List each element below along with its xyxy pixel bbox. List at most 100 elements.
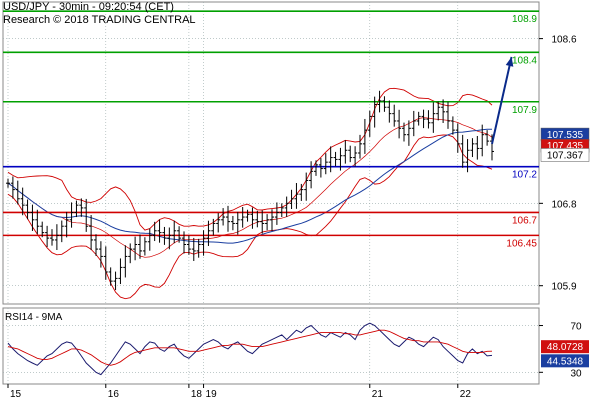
price-bar <box>475 135 480 160</box>
price-bar <box>35 209 40 235</box>
rsi-value-tag-box <box>541 340 589 354</box>
key-levels: 108.9 108.4 107.9 107.2 106.7 106.45 <box>3 10 539 249</box>
rsi-value-tag-label: 48.0728 <box>547 342 584 353</box>
rsi-panel-border <box>2 307 540 385</box>
price-panel-border <box>2 1 540 305</box>
price-bar <box>431 102 436 133</box>
price-bar <box>15 180 20 205</box>
price-bar <box>226 205 230 232</box>
price-bar <box>20 187 25 216</box>
price-tick-label: 108.6 <box>551 35 576 46</box>
price-bar <box>230 215 235 231</box>
price-bar <box>40 221 45 238</box>
rsi-series-9ma <box>7 329 493 366</box>
price-bar <box>113 271 118 291</box>
rsi-grid <box>3 308 539 384</box>
rsi-axis: 70 30 <box>539 322 582 379</box>
price-bar <box>245 209 250 222</box>
time-tick-label: 19 <box>206 389 218 400</box>
rsi-lines <box>7 322 493 376</box>
price-bar <box>402 122 406 142</box>
price-bar <box>167 227 172 250</box>
price-bar <box>94 234 98 256</box>
price-bar <box>304 172 309 201</box>
price-bar <box>289 189 294 210</box>
price-bar <box>299 183 304 201</box>
price-bar <box>284 196 289 217</box>
price-bar <box>216 213 221 233</box>
price-bar <box>397 109 402 139</box>
price-bar <box>182 231 186 254</box>
price-bar <box>123 245 128 278</box>
price-bar <box>191 237 196 261</box>
price-bar <box>54 224 59 251</box>
time-tick-label: 22 <box>460 389 472 400</box>
price-bar <box>201 230 206 256</box>
price-bar <box>6 178 10 188</box>
price-bar <box>450 116 455 135</box>
level-label: 108.4 <box>512 55 537 66</box>
rsi-tags: 48.0728 44.5348 <box>541 340 589 368</box>
level-label: 107.9 <box>512 105 537 116</box>
price-bar <box>441 99 446 123</box>
price-bar <box>279 203 284 218</box>
rsi-panel: RSI14 - 9MA <box>2 307 540 385</box>
price-bar <box>323 153 328 175</box>
price-bar <box>338 147 343 171</box>
rsi-tick-label: 30 <box>570 368 582 379</box>
rsi-value-tag-label: 44.5348 <box>547 356 584 367</box>
price-bar <box>260 210 265 234</box>
price-bar <box>421 109 426 129</box>
price-bar <box>416 111 421 126</box>
time-tick-label: 21 <box>372 389 384 400</box>
time-tick-label: 18 <box>191 389 203 400</box>
price-tag: 107.535 <box>540 127 590 142</box>
price-bar <box>309 161 314 189</box>
level-label: 107.2 <box>512 170 537 181</box>
price-tag-box <box>540 148 590 162</box>
price-tag-label: 107.367 <box>547 150 584 161</box>
price-bar <box>333 151 338 167</box>
price-bar <box>270 209 274 231</box>
price-bar <box>274 202 279 225</box>
price-bar <box>250 207 255 229</box>
price-bar <box>69 202 74 228</box>
rsi-value-tag: 44.5348 <box>541 354 589 368</box>
price-bar <box>177 226 182 243</box>
chart-copyright: Research © 2018 TRADING CENTRAL <box>3 14 196 26</box>
price-bar <box>45 225 50 248</box>
price-bars <box>6 90 494 291</box>
bollinger-lower <box>7 134 493 300</box>
price-bar <box>133 236 138 261</box>
price-bar <box>74 200 79 218</box>
price-bar <box>372 96 377 128</box>
price-bar <box>358 134 362 159</box>
level-label: 106.7 <box>512 215 537 226</box>
price-bar <box>465 139 470 173</box>
price-bar <box>387 100 392 123</box>
price-bar <box>328 146 333 173</box>
price-bar <box>221 208 226 226</box>
price-panel: 108.9 108.4 107.9 107.2 106.7 106.45 <box>2 1 540 305</box>
chart-title: USD/JPY - 30min - 09:20:54 (CET) <box>3 1 174 13</box>
price-bar <box>64 211 69 238</box>
price-bar <box>392 104 397 127</box>
price-bar <box>294 183 299 209</box>
price-bar <box>211 218 216 236</box>
rsi-series-rsi14 <box>7 322 493 376</box>
price-bar <box>235 211 240 235</box>
price-bar <box>314 160 318 176</box>
price-bar <box>382 96 387 112</box>
price-bar <box>240 206 245 228</box>
price-bar <box>25 199 30 220</box>
price-tag-label: 107.535 <box>547 130 584 141</box>
price-bar <box>79 198 84 217</box>
price-bar <box>343 140 348 164</box>
level-label: 106.45 <box>506 238 537 249</box>
price-bar <box>138 234 142 259</box>
price-bar <box>480 124 485 157</box>
price-bar <box>50 229 54 246</box>
price-bar <box>406 120 411 146</box>
price-bar <box>118 258 123 285</box>
